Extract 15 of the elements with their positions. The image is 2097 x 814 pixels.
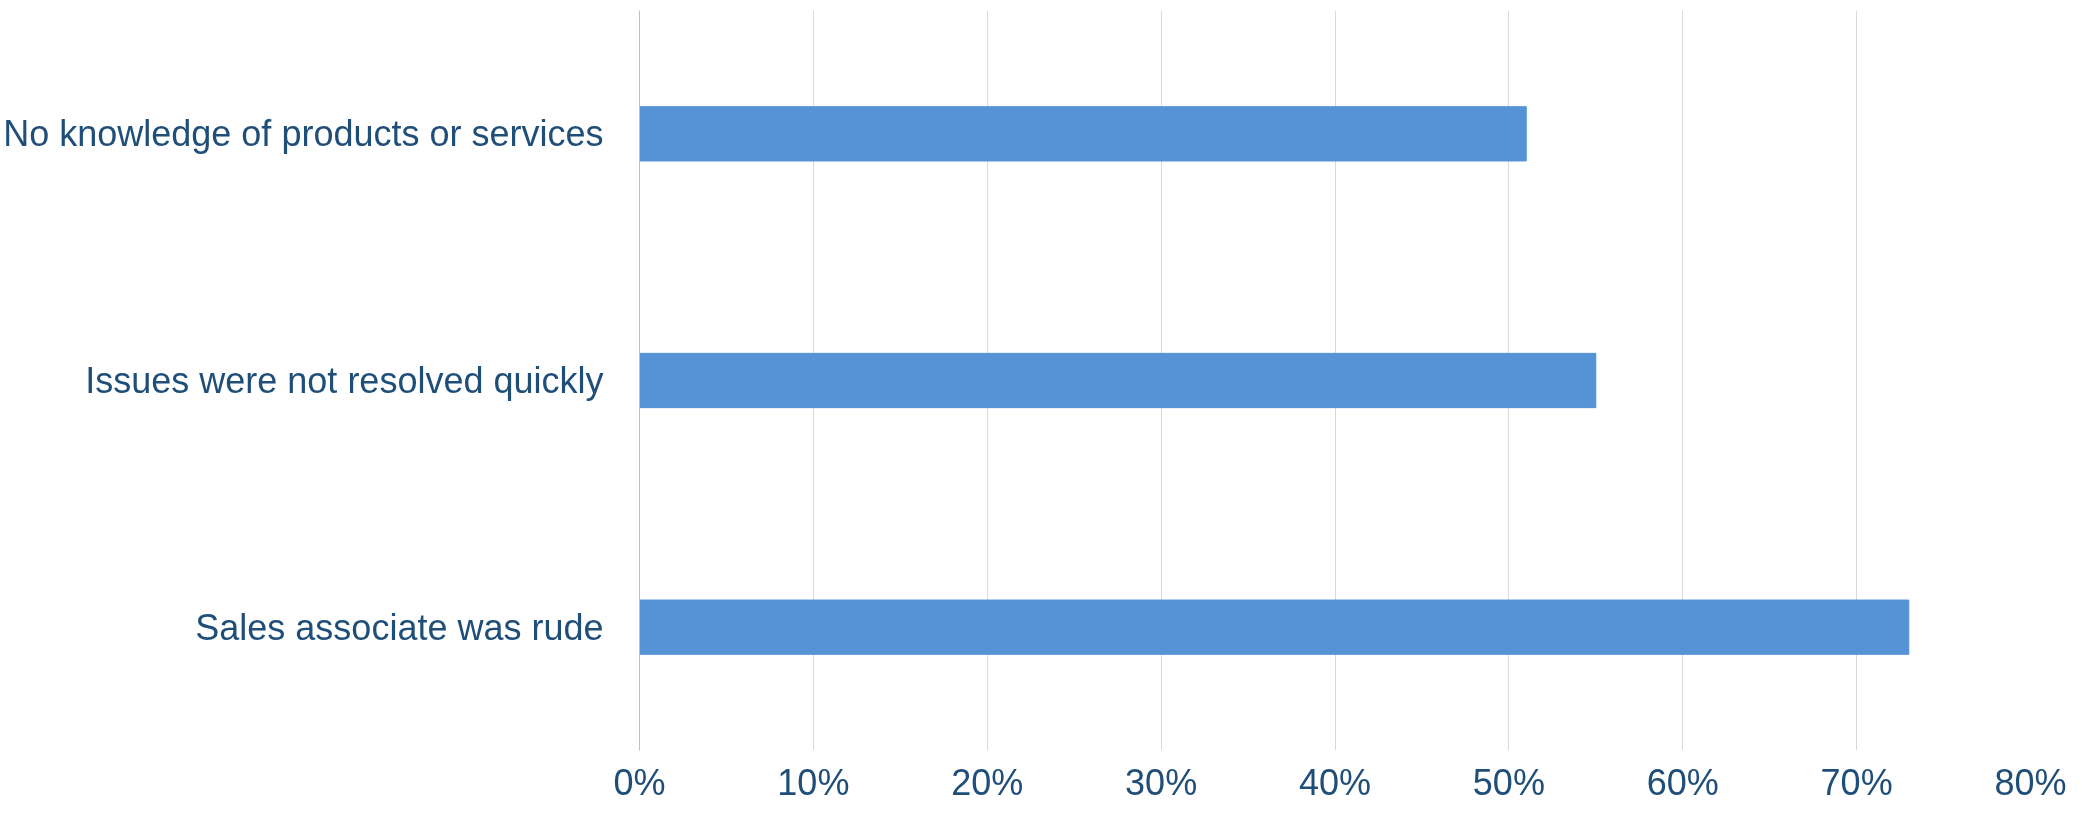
x-tick-label: 70% [1820, 761, 1893, 803]
y-tick-label: Issues were not resolved quickly [85, 360, 604, 401]
bar [639, 106, 1527, 162]
x-tick-label: 30% [1125, 761, 1198, 803]
x-tick-label: 20% [951, 761, 1024, 803]
bar [639, 599, 1910, 655]
x-tick-label: 0% [613, 761, 666, 803]
bar [639, 352, 1597, 409]
x-tick-label: 50% [1472, 761, 1545, 803]
y-tick-label: Sales associate was rude [195, 606, 604, 648]
x-tick-label: 40% [1298, 761, 1372, 803]
x-tick-label: 60% [1646, 761, 1719, 803]
x-tick-label: 80% [1994, 761, 2067, 803]
y-tick-label: No knowledge of products or services [3, 113, 604, 155]
x-tick-label: 10% [777, 761, 850, 803]
